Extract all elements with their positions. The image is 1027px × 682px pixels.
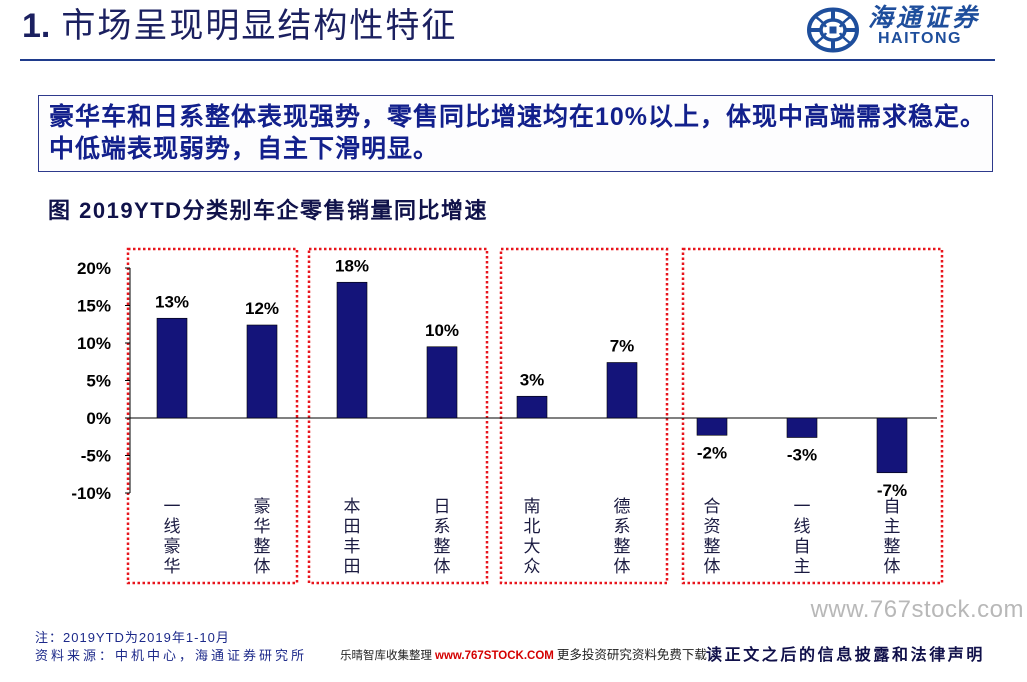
haitong-emblem-icon <box>807 7 859 53</box>
y-axis: 20% 15% 10% 5% 0% -5% -10% <box>71 259 937 503</box>
chart-caption: 图 2019YTD分类别车企零售销量同比增速 <box>48 198 489 223</box>
footnote: 注：2019YTD为2019年1-10月 <box>35 630 230 645</box>
category-labels: 一线豪华 豪华整体 本田丰田 日系整体 南北大众 德系整体 合资整体 一线自主 自主整体 <box>164 496 901 577</box>
x-tick-label: 一线豪华 <box>164 497 181 577</box>
title-number: 1. <box>22 7 51 45</box>
data-label: 13% <box>155 292 189 311</box>
x-tick-label: 豪华整体 <box>254 496 271 577</box>
bar-8 <box>786 417 818 438</box>
bar-7 <box>696 417 728 436</box>
aggregator-suffix: 更多投资研究资料免费下载 <box>556 648 707 662</box>
x-tick-label: 德系整体 <box>614 497 631 577</box>
x-tick-label: 日系整体 <box>434 497 451 577</box>
bar-5 <box>516 395 548 419</box>
bar-6 <box>606 362 638 419</box>
watermark-text: www.767stock.com <box>810 596 1024 623</box>
bar-3 <box>336 281 368 419</box>
legal-disclaimer: 读正文之后的信息披露和法律声明 <box>706 647 986 664</box>
slide-title: 1. 市场呈现明显结构性特征 <box>22 6 457 46</box>
x-tick-label: 合资整体 <box>704 497 721 577</box>
highlight-box-1 <box>126 247 299 585</box>
data-label: 10% <box>425 321 459 340</box>
aggregator-url: www.767STOCK.COM <box>435 650 554 662</box>
summary-box: 豪华车和日系整体表现强势，零售同比增速均在10%以上，体现中高端需求稳定。 中低… <box>38 95 993 172</box>
title-text: 市场呈现明显结构性特征 <box>61 7 458 45</box>
y-tick-label: 20% <box>77 259 111 278</box>
data-label: -2% <box>697 443 727 462</box>
bar-chart: 20% 15% 10% 5% 0% -5% -10% 13% 12% 18% 10% 3% 7% -2%… <box>71 247 944 585</box>
logo-chinese-name: 海通证券 <box>868 3 981 32</box>
data-label: -3% <box>787 446 817 465</box>
highlight-box-4 <box>681 247 944 585</box>
data-label: 3% <box>520 370 545 389</box>
highlight-boxes <box>126 247 944 585</box>
x-tick-label: 南北大众 <box>524 497 541 577</box>
data-labels: 13% 12% 18% 10% 3% 7% -2% -3% -7% <box>155 256 907 500</box>
y-tick-label: 15% <box>77 297 111 316</box>
data-label: 12% <box>245 299 279 318</box>
x-tick-label: 一线自主 <box>794 497 811 577</box>
y-tick-label: 0% <box>86 409 111 428</box>
y-tick-label: 5% <box>86 372 111 391</box>
y-tick-label: -5% <box>81 447 111 466</box>
x-tick-label: 本田丰田 <box>344 497 361 577</box>
data-label: 18% <box>335 256 369 275</box>
title-divider <box>20 59 995 61</box>
highlight-box-2 <box>307 247 489 585</box>
company-logo: 海通证券 HAITONG <box>804 4 984 54</box>
summary-line-1: 豪华车和日系整体表现强势，零售同比增速均在10%以上，体现中高端需求稳定。 <box>49 103 987 131</box>
summary-line-2: 中低端表现弱势，自主下滑明显。 <box>49 135 440 163</box>
aggregator-banner: 乐晴智库收集整理 www.767STOCK.COM 更多投资研究资料免费下载 <box>340 647 707 663</box>
bars <box>156 281 908 474</box>
logo-english-name: HAITONG <box>878 30 962 47</box>
bar-4 <box>426 346 458 419</box>
y-tick-label: 10% <box>77 334 111 353</box>
bar-9 <box>876 417 908 474</box>
aggregator-prefix: 乐晴智库收集整理 <box>340 650 432 662</box>
source-note: 资料来源：中机中心，海通证券研究所 <box>35 648 308 663</box>
x-tick-label: 自主整体 <box>884 497 901 577</box>
y-tick-label: -10% <box>71 484 111 503</box>
data-label: -7% <box>877 481 907 500</box>
bar-1 <box>156 317 188 419</box>
data-label: 7% <box>610 337 635 356</box>
bar-2 <box>246 324 278 419</box>
